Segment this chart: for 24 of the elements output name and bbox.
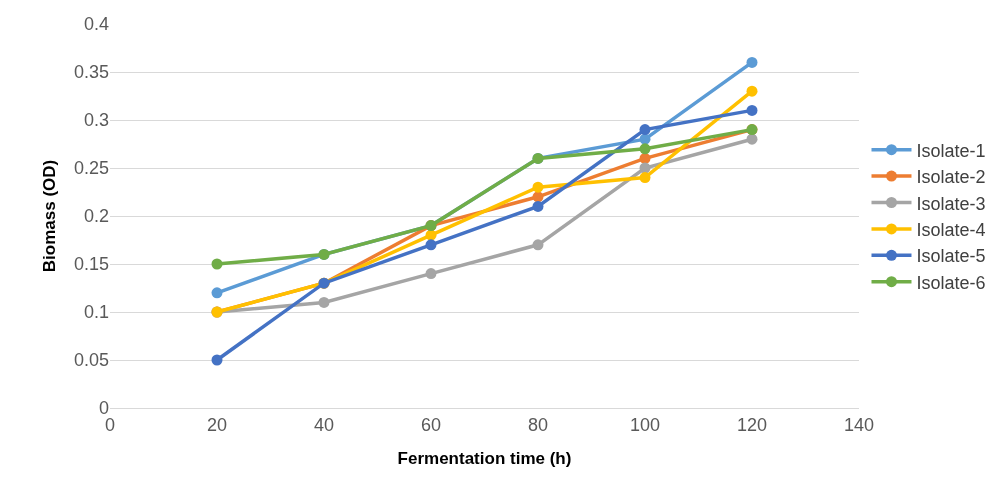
y-tick-label: 0.25	[73, 158, 109, 179]
x-tick-label: 60	[420, 414, 442, 435]
y-tick-label: 0.2	[83, 206, 109, 227]
y-tick-label: 0.15	[73, 254, 109, 275]
y-tick-label: 0.35	[73, 62, 109, 83]
x-tick-label: 20	[206, 414, 228, 435]
y-tick-label: 0.05	[73, 350, 109, 371]
legend-label: Isolate-2	[916, 167, 986, 188]
legend-label: Isolate-3	[916, 193, 986, 214]
legend-label: Isolate-1	[916, 140, 986, 161]
x-axis-title: Fermentation time (h)	[397, 449, 572, 468]
y-axis-title: Biomass (OD)	[39, 159, 59, 273]
x-tick-label: 120	[736, 414, 768, 435]
y-tick-label: 0	[98, 398, 109, 419]
y-tick-label: 0.4	[83, 14, 109, 35]
x-tick-label: 40	[313, 414, 335, 435]
y-tick-label: 0.1	[83, 302, 109, 323]
x-tick-label: 100	[629, 414, 661, 435]
x-tick-label: 80	[527, 414, 549, 435]
legend-label: Isolate-4	[916, 219, 986, 240]
y-tick-label: 0.3	[83, 110, 109, 131]
legend-label: Isolate-5	[916, 246, 986, 267]
legend-label: Isolate-6	[916, 272, 986, 293]
x-tick-label: 140	[843, 414, 875, 435]
